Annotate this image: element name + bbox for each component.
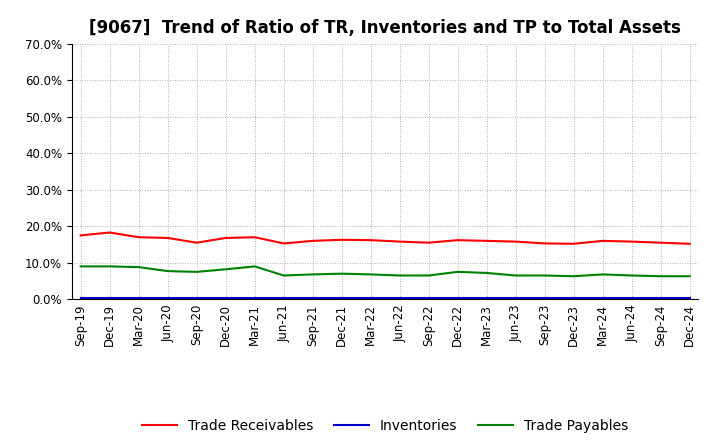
Trade Payables (338, 271, 346, 276)
Trade Receivables (338, 237, 346, 242)
Trade Payables (192, 269, 201, 275)
Trade Payables (251, 264, 259, 269)
Inventories (251, 296, 259, 301)
Inventories (657, 296, 665, 301)
Trade Payables (279, 273, 288, 278)
Trade Payables (541, 273, 549, 278)
Trade Payables (135, 264, 143, 270)
Trade Receivables (482, 238, 491, 243)
Inventories (570, 296, 578, 301)
Trade Receivables (366, 238, 375, 243)
Inventories (598, 296, 607, 301)
Trade Receivables (192, 240, 201, 246)
Trade Receivables (251, 235, 259, 240)
Trade Receivables (627, 239, 636, 244)
Title: [9067]  Trend of Ratio of TR, Inventories and TP to Total Assets: [9067] Trend of Ratio of TR, Inventories… (89, 19, 681, 37)
Trade Receivables (657, 240, 665, 246)
Legend: Trade Receivables, Inventories, Trade Payables: Trade Receivables, Inventories, Trade Pa… (137, 413, 634, 438)
Trade Receivables (454, 238, 462, 243)
Trade Receivables (395, 239, 404, 244)
Trade Payables (395, 273, 404, 278)
Inventories (192, 296, 201, 301)
Trade Payables (163, 268, 172, 274)
Trade Receivables (598, 238, 607, 243)
Trade Payables (454, 269, 462, 275)
Trade Receivables (76, 233, 85, 238)
Inventories (135, 296, 143, 301)
Trade Receivables (541, 241, 549, 246)
Inventories (627, 296, 636, 301)
Trade Payables (511, 273, 520, 278)
Inventories (279, 296, 288, 301)
Inventories (541, 296, 549, 301)
Inventories (163, 296, 172, 301)
Inventories (308, 296, 317, 301)
Trade Payables (627, 273, 636, 278)
Trade Receivables (308, 238, 317, 243)
Trade Receivables (424, 240, 433, 246)
Trade Receivables (685, 241, 694, 246)
Trade Receivables (105, 230, 114, 235)
Line: Trade Receivables: Trade Receivables (81, 232, 690, 244)
Trade Receivables (135, 235, 143, 240)
Inventories (454, 296, 462, 301)
Trade Payables (424, 273, 433, 278)
Trade Payables (76, 264, 85, 269)
Trade Payables (482, 270, 491, 275)
Trade Payables (308, 272, 317, 277)
Inventories (685, 296, 694, 301)
Trade Payables (598, 272, 607, 277)
Inventories (338, 296, 346, 301)
Trade Payables (221, 267, 230, 272)
Trade Payables (685, 274, 694, 279)
Inventories (221, 296, 230, 301)
Inventories (395, 296, 404, 301)
Inventories (424, 296, 433, 301)
Inventories (482, 296, 491, 301)
Inventories (366, 296, 375, 301)
Trade Receivables (279, 241, 288, 246)
Line: Trade Payables: Trade Payables (81, 266, 690, 276)
Trade Receivables (163, 235, 172, 241)
Inventories (511, 296, 520, 301)
Trade Receivables (221, 235, 230, 241)
Trade Payables (657, 274, 665, 279)
Inventories (105, 296, 114, 301)
Trade Payables (570, 274, 578, 279)
Trade Receivables (511, 239, 520, 244)
Inventories (76, 296, 85, 301)
Trade Payables (366, 272, 375, 277)
Trade Receivables (570, 241, 578, 246)
Trade Payables (105, 264, 114, 269)
